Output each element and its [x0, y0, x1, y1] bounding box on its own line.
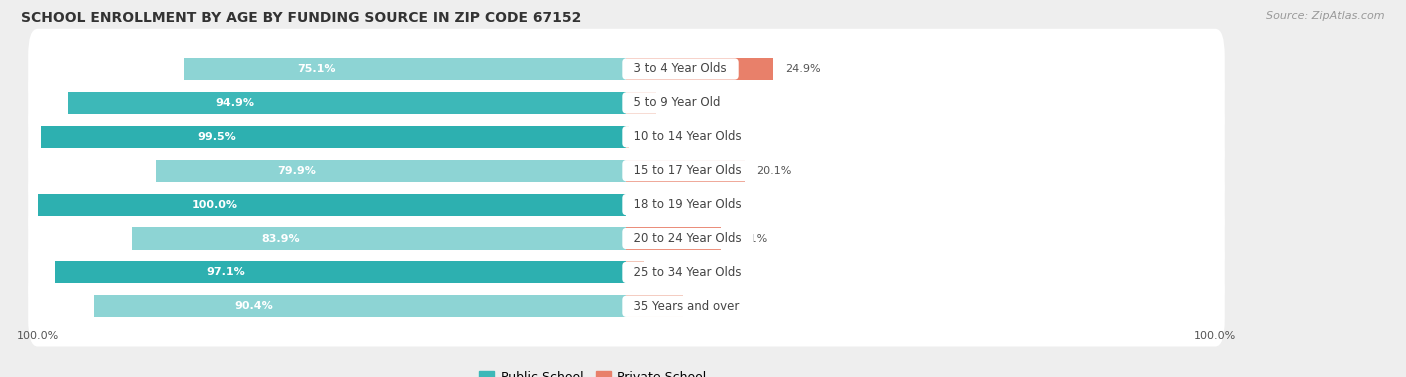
- Text: Source: ZipAtlas.com: Source: ZipAtlas.com: [1267, 11, 1385, 21]
- Text: 100.0%: 100.0%: [17, 331, 59, 341]
- Bar: [67, 92, 627, 114]
- Text: 75.1%: 75.1%: [298, 64, 336, 74]
- Text: 25 to 34 Year Olds: 25 to 34 Year Olds: [627, 266, 749, 279]
- Bar: [55, 261, 627, 284]
- Text: 15 to 17 Year Olds: 15 to 17 Year Olds: [627, 164, 749, 177]
- Legend: Public School, Private School: Public School, Private School: [474, 366, 711, 377]
- Text: 16.1%: 16.1%: [733, 233, 768, 244]
- FancyBboxPatch shape: [28, 29, 1225, 109]
- Text: 24.9%: 24.9%: [785, 64, 821, 74]
- Text: 0.0%: 0.0%: [638, 199, 666, 210]
- Text: 0.49%: 0.49%: [641, 132, 676, 142]
- FancyBboxPatch shape: [28, 97, 1225, 177]
- FancyBboxPatch shape: [28, 232, 1225, 313]
- Text: 97.1%: 97.1%: [207, 267, 246, 277]
- Text: 100.0%: 100.0%: [191, 199, 238, 210]
- Bar: [132, 227, 627, 250]
- Bar: [627, 92, 657, 114]
- Bar: [94, 295, 627, 317]
- Text: 5 to 9 Year Old: 5 to 9 Year Old: [627, 97, 728, 109]
- Bar: [627, 295, 683, 317]
- FancyBboxPatch shape: [28, 266, 1225, 346]
- Text: 10 to 14 Year Olds: 10 to 14 Year Olds: [627, 130, 749, 143]
- Text: 90.4%: 90.4%: [235, 301, 273, 311]
- FancyBboxPatch shape: [28, 164, 1225, 245]
- Text: 100.0%: 100.0%: [1194, 331, 1236, 341]
- FancyBboxPatch shape: [28, 198, 1225, 279]
- Bar: [627, 227, 721, 250]
- Text: 35 Years and over: 35 Years and over: [627, 300, 748, 313]
- Bar: [41, 126, 627, 148]
- Text: 9.6%: 9.6%: [695, 301, 723, 311]
- Text: 3 to 4 Year Olds: 3 to 4 Year Olds: [627, 63, 734, 75]
- Bar: [627, 160, 745, 182]
- Text: 2.9%: 2.9%: [655, 267, 683, 277]
- Text: 18 to 19 Year Olds: 18 to 19 Year Olds: [627, 198, 749, 211]
- Bar: [627, 261, 644, 284]
- Bar: [627, 126, 630, 148]
- Text: 20.1%: 20.1%: [756, 166, 792, 176]
- Text: 20 to 24 Year Olds: 20 to 24 Year Olds: [627, 232, 749, 245]
- FancyBboxPatch shape: [28, 63, 1225, 143]
- Text: 94.9%: 94.9%: [215, 98, 254, 108]
- Text: SCHOOL ENROLLMENT BY AGE BY FUNDING SOURCE IN ZIP CODE 67152: SCHOOL ENROLLMENT BY AGE BY FUNDING SOUR…: [21, 11, 582, 25]
- Text: 83.9%: 83.9%: [262, 233, 299, 244]
- Bar: [184, 58, 627, 80]
- Bar: [627, 58, 773, 80]
- Bar: [156, 160, 627, 182]
- Text: 99.5%: 99.5%: [197, 132, 236, 142]
- FancyBboxPatch shape: [28, 130, 1225, 211]
- Bar: [38, 193, 627, 216]
- Text: 79.9%: 79.9%: [277, 166, 316, 176]
- Text: 5.1%: 5.1%: [668, 98, 696, 108]
